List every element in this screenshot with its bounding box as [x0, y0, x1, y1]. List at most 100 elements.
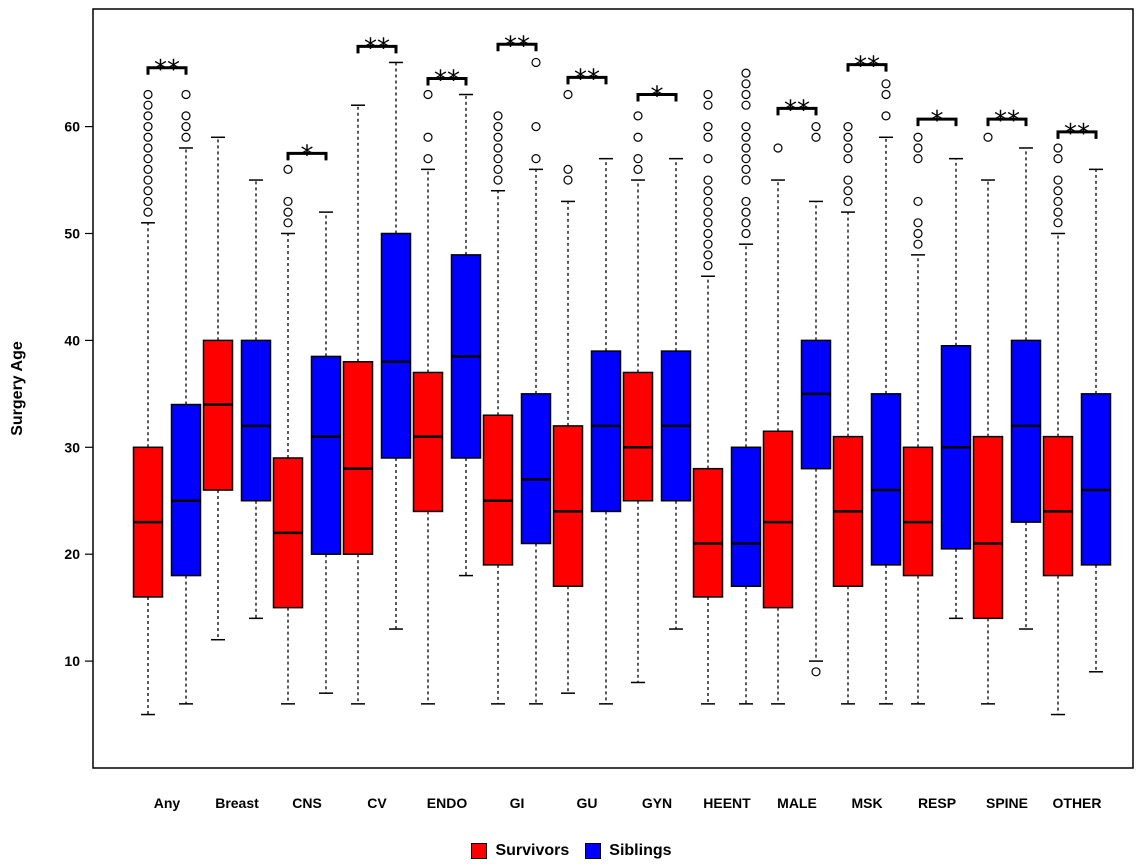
- x-tick-label: MALE: [777, 795, 817, 811]
- x-tick-label: OTHER: [1053, 795, 1102, 811]
- box-any-siblings: [170, 89, 202, 705]
- outlier-point: [773, 143, 783, 153]
- outlier-point: [531, 121, 541, 132]
- box-cns-survivors: [272, 164, 304, 705]
- outlier-point: [843, 132, 853, 142]
- outlier-point: [143, 100, 153, 110]
- iqr-box: [310, 355, 342, 555]
- significance-msk: **: [846, 52, 888, 82]
- significance-bracket: [636, 93, 678, 102]
- outlier-point: [563, 89, 573, 100]
- outlier-point: [741, 100, 751, 110]
- y-tick-label: 40: [64, 332, 80, 348]
- outlier-point: [493, 111, 503, 121]
- outlier-point: [283, 218, 293, 228]
- outlier-point: [913, 143, 923, 153]
- iqr-box: [202, 339, 234, 491]
- significance-endo: **: [426, 65, 468, 95]
- outlier-point: [493, 154, 503, 164]
- iqr-box: [590, 350, 622, 513]
- outlier-point: [913, 239, 923, 249]
- outlier-point: [741, 207, 751, 217]
- significance-label: *: [651, 82, 664, 112]
- outlier-point: [913, 218, 923, 228]
- significance-resp: *: [916, 106, 958, 136]
- box-cv-siblings: [380, 61, 412, 630]
- box-gi-survivors: [482, 111, 514, 705]
- outlier-point: [741, 218, 751, 228]
- x-tick-label: Any: [154, 795, 181, 811]
- outlier-point: [143, 186, 153, 196]
- box-male-survivors: [762, 143, 794, 705]
- box-heent-survivors: [692, 89, 724, 705]
- iqr-box: [482, 414, 514, 566]
- outlier-point: [703, 196, 713, 207]
- x-tick-label: SPINE: [986, 795, 1028, 811]
- outlier-point: [741, 228, 751, 239]
- outlier-point: [181, 89, 191, 100]
- outlier-point: [283, 164, 293, 174]
- significance-label: **: [434, 65, 460, 95]
- y-tick-label: 10: [64, 653, 80, 669]
- box-breast-siblings: [240, 179, 272, 620]
- outlier-point: [143, 164, 153, 174]
- outlier-point: [1053, 175, 1063, 185]
- outlier-point: [703, 207, 713, 217]
- significance-label: *: [301, 140, 314, 170]
- outlier-point: [741, 143, 751, 153]
- iqr-box: [170, 403, 202, 577]
- outlier-point: [633, 132, 643, 142]
- x-tick-label: CNS: [292, 795, 322, 811]
- x-tick-label: Breast: [215, 795, 259, 811]
- x-tick-label: RESP: [918, 795, 956, 811]
- outlier-point: [493, 121, 503, 132]
- outlier-point: [741, 154, 751, 164]
- plot-frame: [92, 8, 1134, 769]
- significance-bracket: [496, 42, 538, 52]
- significance-label: **: [364, 33, 390, 63]
- outlier-point: [741, 79, 751, 89]
- outlier-point: [143, 132, 153, 142]
- significance-bracket: [986, 117, 1028, 127]
- iqr-box: [692, 467, 724, 598]
- box-resp-siblings: [940, 157, 972, 620]
- outlier-point: [703, 239, 713, 249]
- outlier-point: [913, 196, 923, 207]
- outlier-point: [633, 164, 643, 174]
- x-tick-label: HEENT: [703, 795, 751, 811]
- legend-swatch-survivors: [471, 843, 488, 859]
- significance-gi: **: [496, 31, 538, 61]
- significance-other: **: [1056, 119, 1098, 149]
- outlier-point: [423, 89, 433, 100]
- outlier-point: [881, 111, 891, 121]
- iqr-box: [762, 430, 794, 609]
- significance-label: **: [854, 52, 880, 82]
- outlier-point: [1053, 207, 1063, 217]
- iqr-box: [622, 371, 654, 502]
- outlier-point: [881, 79, 891, 89]
- outlier-point: [703, 132, 713, 142]
- significance-bracket: [146, 66, 188, 75]
- outlier-point: [181, 111, 191, 121]
- outlier-point: [913, 154, 923, 164]
- box-endo-siblings: [450, 93, 482, 577]
- significance-gyn: *: [636, 82, 678, 112]
- outlier-point: [983, 132, 993, 142]
- significance-male: **: [776, 95, 818, 125]
- outlier-point: [913, 132, 923, 142]
- outlier-point: [143, 111, 153, 121]
- legend-item-siblings: Siblings: [585, 842, 672, 860]
- outlier-point: [811, 667, 821, 677]
- x-tick-label: GYN: [642, 795, 672, 811]
- significance-bracket: [356, 44, 398, 54]
- outlier-point: [563, 164, 573, 174]
- box-resp-survivors: [902, 132, 934, 705]
- significance-gu: **: [566, 64, 608, 94]
- box-other-siblings: [1080, 168, 1112, 673]
- iqr-box: [342, 361, 374, 555]
- outlier-point: [741, 89, 751, 100]
- significance-label: *: [931, 106, 944, 136]
- outlier-point: [1053, 154, 1063, 164]
- outlier-point: [741, 68, 751, 78]
- outlier-point: [741, 196, 751, 207]
